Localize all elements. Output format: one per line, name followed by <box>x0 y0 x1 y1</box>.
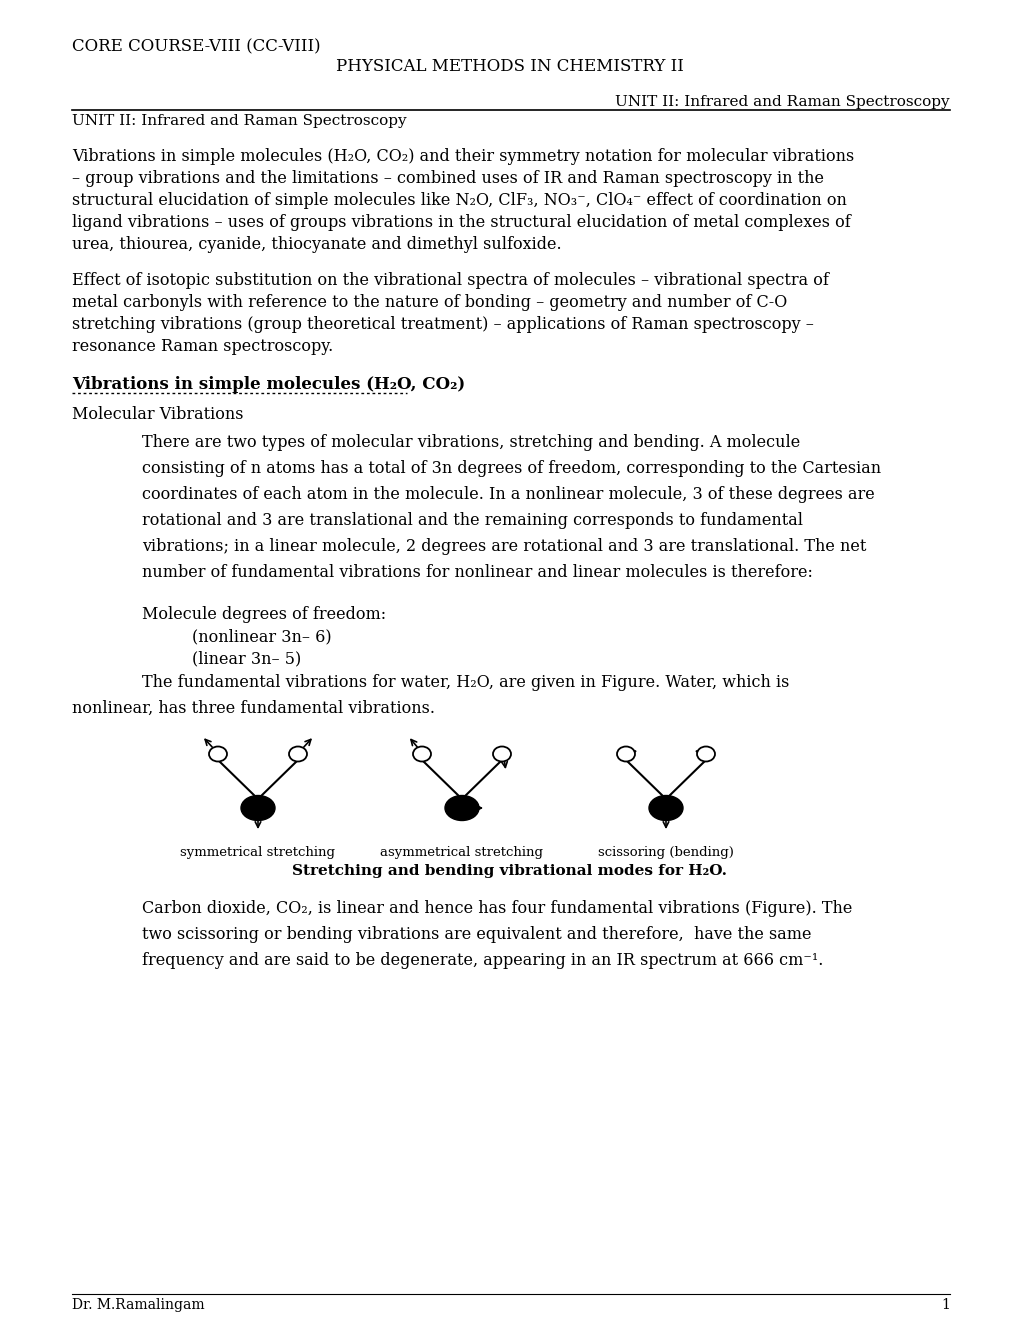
Text: (linear 3n– 5): (linear 3n– 5) <box>192 649 301 667</box>
Text: consisting of n atoms has a total of 3n degrees of freedom, corresponding to the: consisting of n atoms has a total of 3n … <box>142 459 880 477</box>
Text: rotational and 3 are translational and the remaining corresponds to fundamental: rotational and 3 are translational and t… <box>142 512 802 529</box>
Text: Dr. M.Ramalingam: Dr. M.Ramalingam <box>72 1298 205 1312</box>
Text: Effect of isotopic substitution on the vibrational spectra of molecules – vibrat: Effect of isotopic substitution on the v… <box>72 272 828 289</box>
Text: urea, thiourea, cyanide, thiocyanate and dimethyl sulfoxide.: urea, thiourea, cyanide, thiocyanate and… <box>72 236 561 253</box>
Text: CORE COURSE-VIII (CC-VIII): CORE COURSE-VIII (CC-VIII) <box>72 38 320 55</box>
Ellipse shape <box>413 747 431 762</box>
Text: two scissoring or bending vibrations are equivalent and therefore,  have the sam: two scissoring or bending vibrations are… <box>142 927 811 942</box>
Text: Molecule degrees of freedom:: Molecule degrees of freedom: <box>142 606 386 623</box>
Text: scissoring (bending): scissoring (bending) <box>597 846 734 859</box>
Text: stretching vibrations (group theoretical treatment) – applications of Raman spec: stretching vibrations (group theoretical… <box>72 315 813 333</box>
Ellipse shape <box>288 747 307 762</box>
Text: nonlinear, has three fundamental vibrations.: nonlinear, has three fundamental vibrati… <box>72 700 434 717</box>
Ellipse shape <box>444 796 479 821</box>
Text: ligand vibrations – uses of groups vibrations in the structural elucidation of m: ligand vibrations – uses of groups vibra… <box>72 214 850 231</box>
Text: structural elucidation of simple molecules like N₂O, ClF₃, NO₃⁻, ClO₄⁻ effect of: structural elucidation of simple molecul… <box>72 191 846 209</box>
Text: number of fundamental vibrations for nonlinear and linear molecules is therefore: number of fundamental vibrations for non… <box>142 564 812 581</box>
Text: symmetrical stretching: symmetrical stretching <box>180 846 335 859</box>
Text: UNIT II: Infrared and Raman Spectroscopy: UNIT II: Infrared and Raman Spectroscopy <box>614 95 949 110</box>
Ellipse shape <box>616 747 635 762</box>
Text: metal carbonyls with reference to the nature of bonding – geometry and number of: metal carbonyls with reference to the na… <box>72 294 787 312</box>
Text: asymmetrical stretching: asymmetrical stretching <box>380 846 543 859</box>
Text: – group vibrations and the limitations – combined uses of IR and Raman spectrosc: – group vibrations and the limitations –… <box>72 170 823 187</box>
Text: There are two types of molecular vibrations, stretching and bending. A molecule: There are two types of molecular vibrati… <box>142 434 800 451</box>
Text: frequency and are said to be degenerate, appearing in an IR spectrum at 666 cm⁻¹: frequency and are said to be degenerate,… <box>142 952 822 969</box>
Text: vibrations; in a linear molecule, 2 degrees are rotational and 3 are translation: vibrations; in a linear molecule, 2 degr… <box>142 539 865 554</box>
Ellipse shape <box>696 747 714 762</box>
Text: Vibrations in simple molecules (H₂O, CO₂) and their symmetry notation for molecu: Vibrations in simple molecules (H₂O, CO₂… <box>72 148 854 165</box>
Ellipse shape <box>209 747 227 762</box>
Text: Stretching and bending vibrational modes for H₂O.: Stretching and bending vibrational modes… <box>292 865 727 878</box>
Text: 1: 1 <box>941 1298 949 1312</box>
Text: coordinates of each atom in the molecule. In a nonlinear molecule, 3 of these de: coordinates of each atom in the molecule… <box>142 486 874 503</box>
Text: PHYSICAL METHODS IN CHEMISTRY II: PHYSICAL METHODS IN CHEMISTRY II <box>335 58 684 75</box>
Ellipse shape <box>492 747 511 762</box>
Text: (nonlinear 3n– 6): (nonlinear 3n– 6) <box>192 628 331 645</box>
Text: Vibrations in simple molecules (H₂O, CO₂): Vibrations in simple molecules (H₂O, CO₂… <box>72 376 465 393</box>
Text: Molecular Vibrations: Molecular Vibrations <box>72 407 244 422</box>
Ellipse shape <box>648 796 683 821</box>
Text: UNIT II: Infrared and Raman Spectroscopy: UNIT II: Infrared and Raman Spectroscopy <box>72 114 407 128</box>
Text: resonance Raman spectroscopy.: resonance Raman spectroscopy. <box>72 338 333 355</box>
Text: The fundamental vibrations for water, H₂O, are given in Figure. Water, which is: The fundamental vibrations for water, H₂… <box>142 675 789 690</box>
Text: Carbon dioxide, CO₂, is linear and hence has four fundamental vibrations (Figure: Carbon dioxide, CO₂, is linear and hence… <box>142 900 852 917</box>
Ellipse shape <box>240 796 275 821</box>
